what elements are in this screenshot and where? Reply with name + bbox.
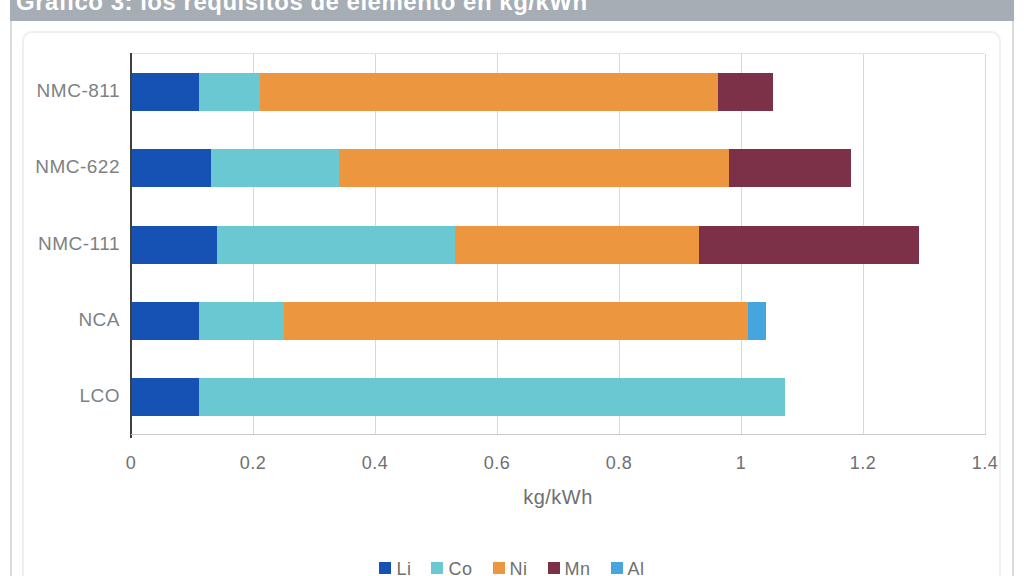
legend-item-mn: Mn [548,558,591,576]
legend-item-al: Al [611,558,645,576]
legend-item-li: Li [379,558,411,576]
legend-swatch-mn [548,562,560,574]
legend-swatch-ni [493,562,505,574]
category-label: LCO [8,384,120,408]
x-tick-label: 0.2 [218,453,288,474]
bar-segment-mn [699,226,919,264]
x-axis-title: kg/kWh [131,486,985,509]
legend-swatch-al [611,562,623,574]
chart-title-bar: Gráfico 3: los requisitos de elemento en… [10,0,1014,21]
bar-segment-co [199,73,260,111]
y-axis-line [130,53,132,438]
legend-swatch-co [431,562,443,574]
bar-segment-li [132,149,211,187]
legend-label: Li [396,558,411,576]
bar-segment-li [132,226,217,264]
bar-segment-ni [339,149,729,187]
bar-row [132,378,785,416]
x-tick-label: 0.6 [462,453,532,474]
bar-row [132,73,773,111]
bar-segment-co [217,226,455,264]
x-tick-label: 1.4 [950,453,1020,474]
bar-segment-ni [284,302,748,340]
bar-segment-li [132,378,199,416]
bar-segment-ni [260,73,718,111]
x-tick-label: 1.2 [828,453,898,474]
chart-title: Gráfico 3: los requisitos de elemento en… [16,0,588,17]
legend-label: Co [448,558,472,576]
bar-segment-co [199,378,785,416]
bar-segment-mn [718,73,773,111]
x-tick-label: 0.8 [584,453,654,474]
category-label: NCA [8,308,120,332]
x-tick-label: 1 [706,453,776,474]
bar-row [132,302,766,340]
bar-segment-mn [729,149,851,187]
legend-item-co: Co [431,558,472,576]
legend-label: Mn [565,558,591,576]
bar-segment-co [199,302,284,340]
category-label: NMC-811 [8,79,120,103]
bar-segment-ni [455,226,699,264]
legend-item-ni: Ni [493,558,528,576]
legend-label: Ni [510,558,528,576]
gridline [985,54,986,435]
legend-swatch-li [379,562,391,574]
category-label: NMC-111 [8,232,120,256]
x-tick-label: 0 [96,453,166,474]
legend: Li Co Ni Mn Al [12,558,1012,576]
bar-segment-li [132,302,199,340]
bar-segment-li [132,73,199,111]
bar-row [132,149,851,187]
x-tick-label: 0.4 [340,453,410,474]
plot-area [131,53,985,435]
legend-label: Al [628,558,645,576]
x-axis-line [131,434,986,435]
bar-segment-al [748,302,766,340]
bar-row [132,226,919,264]
category-label: NMC-622 [8,155,120,179]
bar-segment-co [211,149,339,187]
